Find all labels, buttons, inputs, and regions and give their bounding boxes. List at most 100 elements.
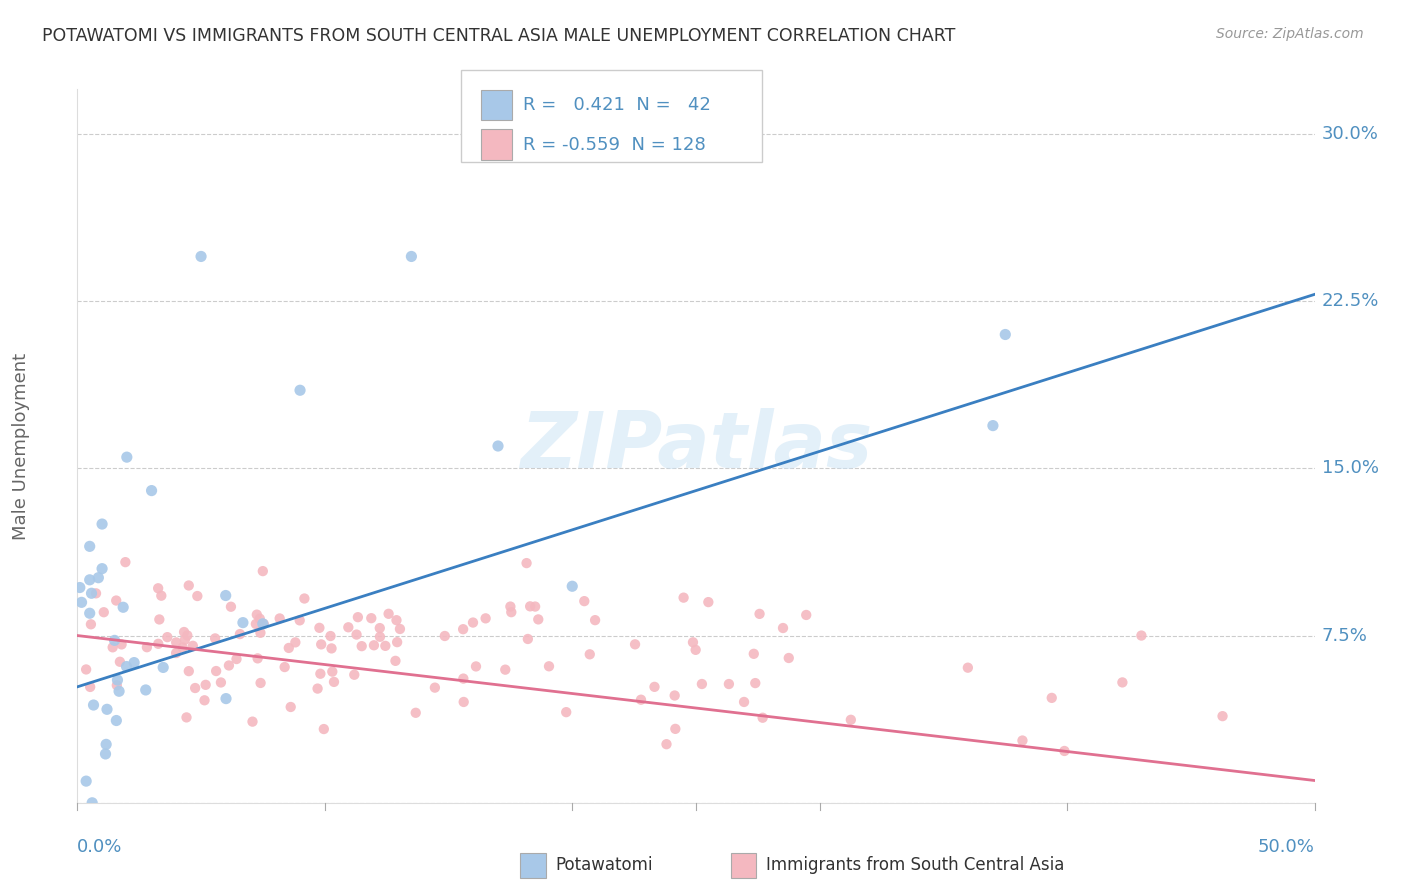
- Point: [280, 700, 302, 714]
- Point: [561, 579, 583, 593]
- Point: [173, 632, 195, 647]
- Point: [524, 599, 547, 614]
- Point: [96, 702, 118, 716]
- Point: [176, 628, 198, 642]
- Point: [321, 665, 343, 679]
- Point: [80, 617, 103, 632]
- Point: [205, 664, 228, 678]
- Point: [273, 660, 295, 674]
- Point: [672, 591, 695, 605]
- Text: 7.5%: 7.5%: [1322, 626, 1368, 645]
- Point: [252, 564, 274, 578]
- Point: [555, 705, 578, 719]
- Point: [218, 658, 240, 673]
- Point: [215, 691, 238, 706]
- Point: [177, 578, 200, 592]
- Point: [994, 327, 1017, 342]
- Point: [177, 664, 200, 678]
- Point: [93, 605, 115, 619]
- Point: [284, 635, 307, 649]
- Point: [148, 612, 170, 626]
- Point: [360, 611, 382, 625]
- Point: [79, 573, 101, 587]
- Point: [246, 607, 269, 622]
- Text: R =   0.421  N =   42: R = 0.421 N = 42: [523, 96, 711, 114]
- Point: [82, 796, 104, 810]
- Point: [363, 638, 385, 652]
- Point: [80, 586, 103, 600]
- Point: [1212, 709, 1234, 723]
- Point: [433, 629, 456, 643]
- Point: [778, 651, 800, 665]
- Point: [181, 639, 204, 653]
- Point: [772, 621, 794, 635]
- Point: [664, 689, 686, 703]
- Point: [465, 659, 488, 673]
- Point: [655, 737, 678, 751]
- Point: [252, 616, 274, 631]
- Point: [839, 713, 862, 727]
- Text: 22.5%: 22.5%: [1322, 292, 1379, 310]
- Point: [350, 639, 373, 653]
- Point: [229, 627, 252, 641]
- Point: [537, 659, 560, 673]
- Point: [501, 605, 523, 619]
- Point: [461, 615, 484, 630]
- Point: [742, 647, 765, 661]
- Point: [75, 774, 97, 789]
- Point: [186, 589, 208, 603]
- Point: [733, 695, 755, 709]
- Point: [115, 450, 138, 465]
- Point: [277, 640, 299, 655]
- Point: [794, 607, 817, 622]
- Point: [184, 681, 207, 695]
- Point: [717, 677, 740, 691]
- Point: [453, 672, 475, 686]
- Point: [105, 678, 128, 692]
- Point: [744, 676, 766, 690]
- Point: [253, 616, 276, 631]
- Point: [499, 599, 522, 614]
- Point: [209, 675, 232, 690]
- Point: [172, 640, 194, 655]
- Point: [219, 599, 242, 614]
- Text: 15.0%: 15.0%: [1322, 459, 1379, 477]
- Point: [388, 622, 411, 636]
- Point: [368, 630, 391, 644]
- Point: [105, 593, 128, 607]
- Point: [193, 693, 215, 707]
- Text: Immigrants from South Central Asia: Immigrants from South Central Asia: [766, 856, 1064, 874]
- Point: [690, 677, 713, 691]
- Point: [527, 612, 550, 626]
- Point: [269, 611, 291, 625]
- Point: [150, 589, 173, 603]
- Point: [83, 698, 105, 712]
- Point: [385, 635, 408, 649]
- Point: [294, 591, 316, 606]
- Point: [245, 617, 267, 632]
- Point: [91, 562, 114, 576]
- Point: [1040, 690, 1063, 705]
- Text: Potawatomi: Potawatomi: [555, 856, 652, 874]
- Point: [405, 706, 427, 720]
- Point: [516, 632, 538, 646]
- Point: [1130, 628, 1153, 642]
- Point: [101, 640, 124, 655]
- Point: [114, 555, 136, 569]
- Point: [115, 659, 138, 673]
- Point: [494, 663, 516, 677]
- Point: [453, 695, 475, 709]
- Point: [94, 737, 117, 751]
- Point: [152, 660, 174, 674]
- Text: 30.0%: 30.0%: [1322, 125, 1378, 143]
- Point: [107, 673, 129, 687]
- Point: [148, 637, 170, 651]
- Point: [288, 613, 311, 627]
- Point: [288, 384, 311, 398]
- Point: [1053, 744, 1076, 758]
- Point: [346, 627, 368, 641]
- Point: [110, 637, 132, 651]
- Point: [103, 633, 125, 648]
- Point: [87, 571, 110, 585]
- Point: [401, 249, 423, 264]
